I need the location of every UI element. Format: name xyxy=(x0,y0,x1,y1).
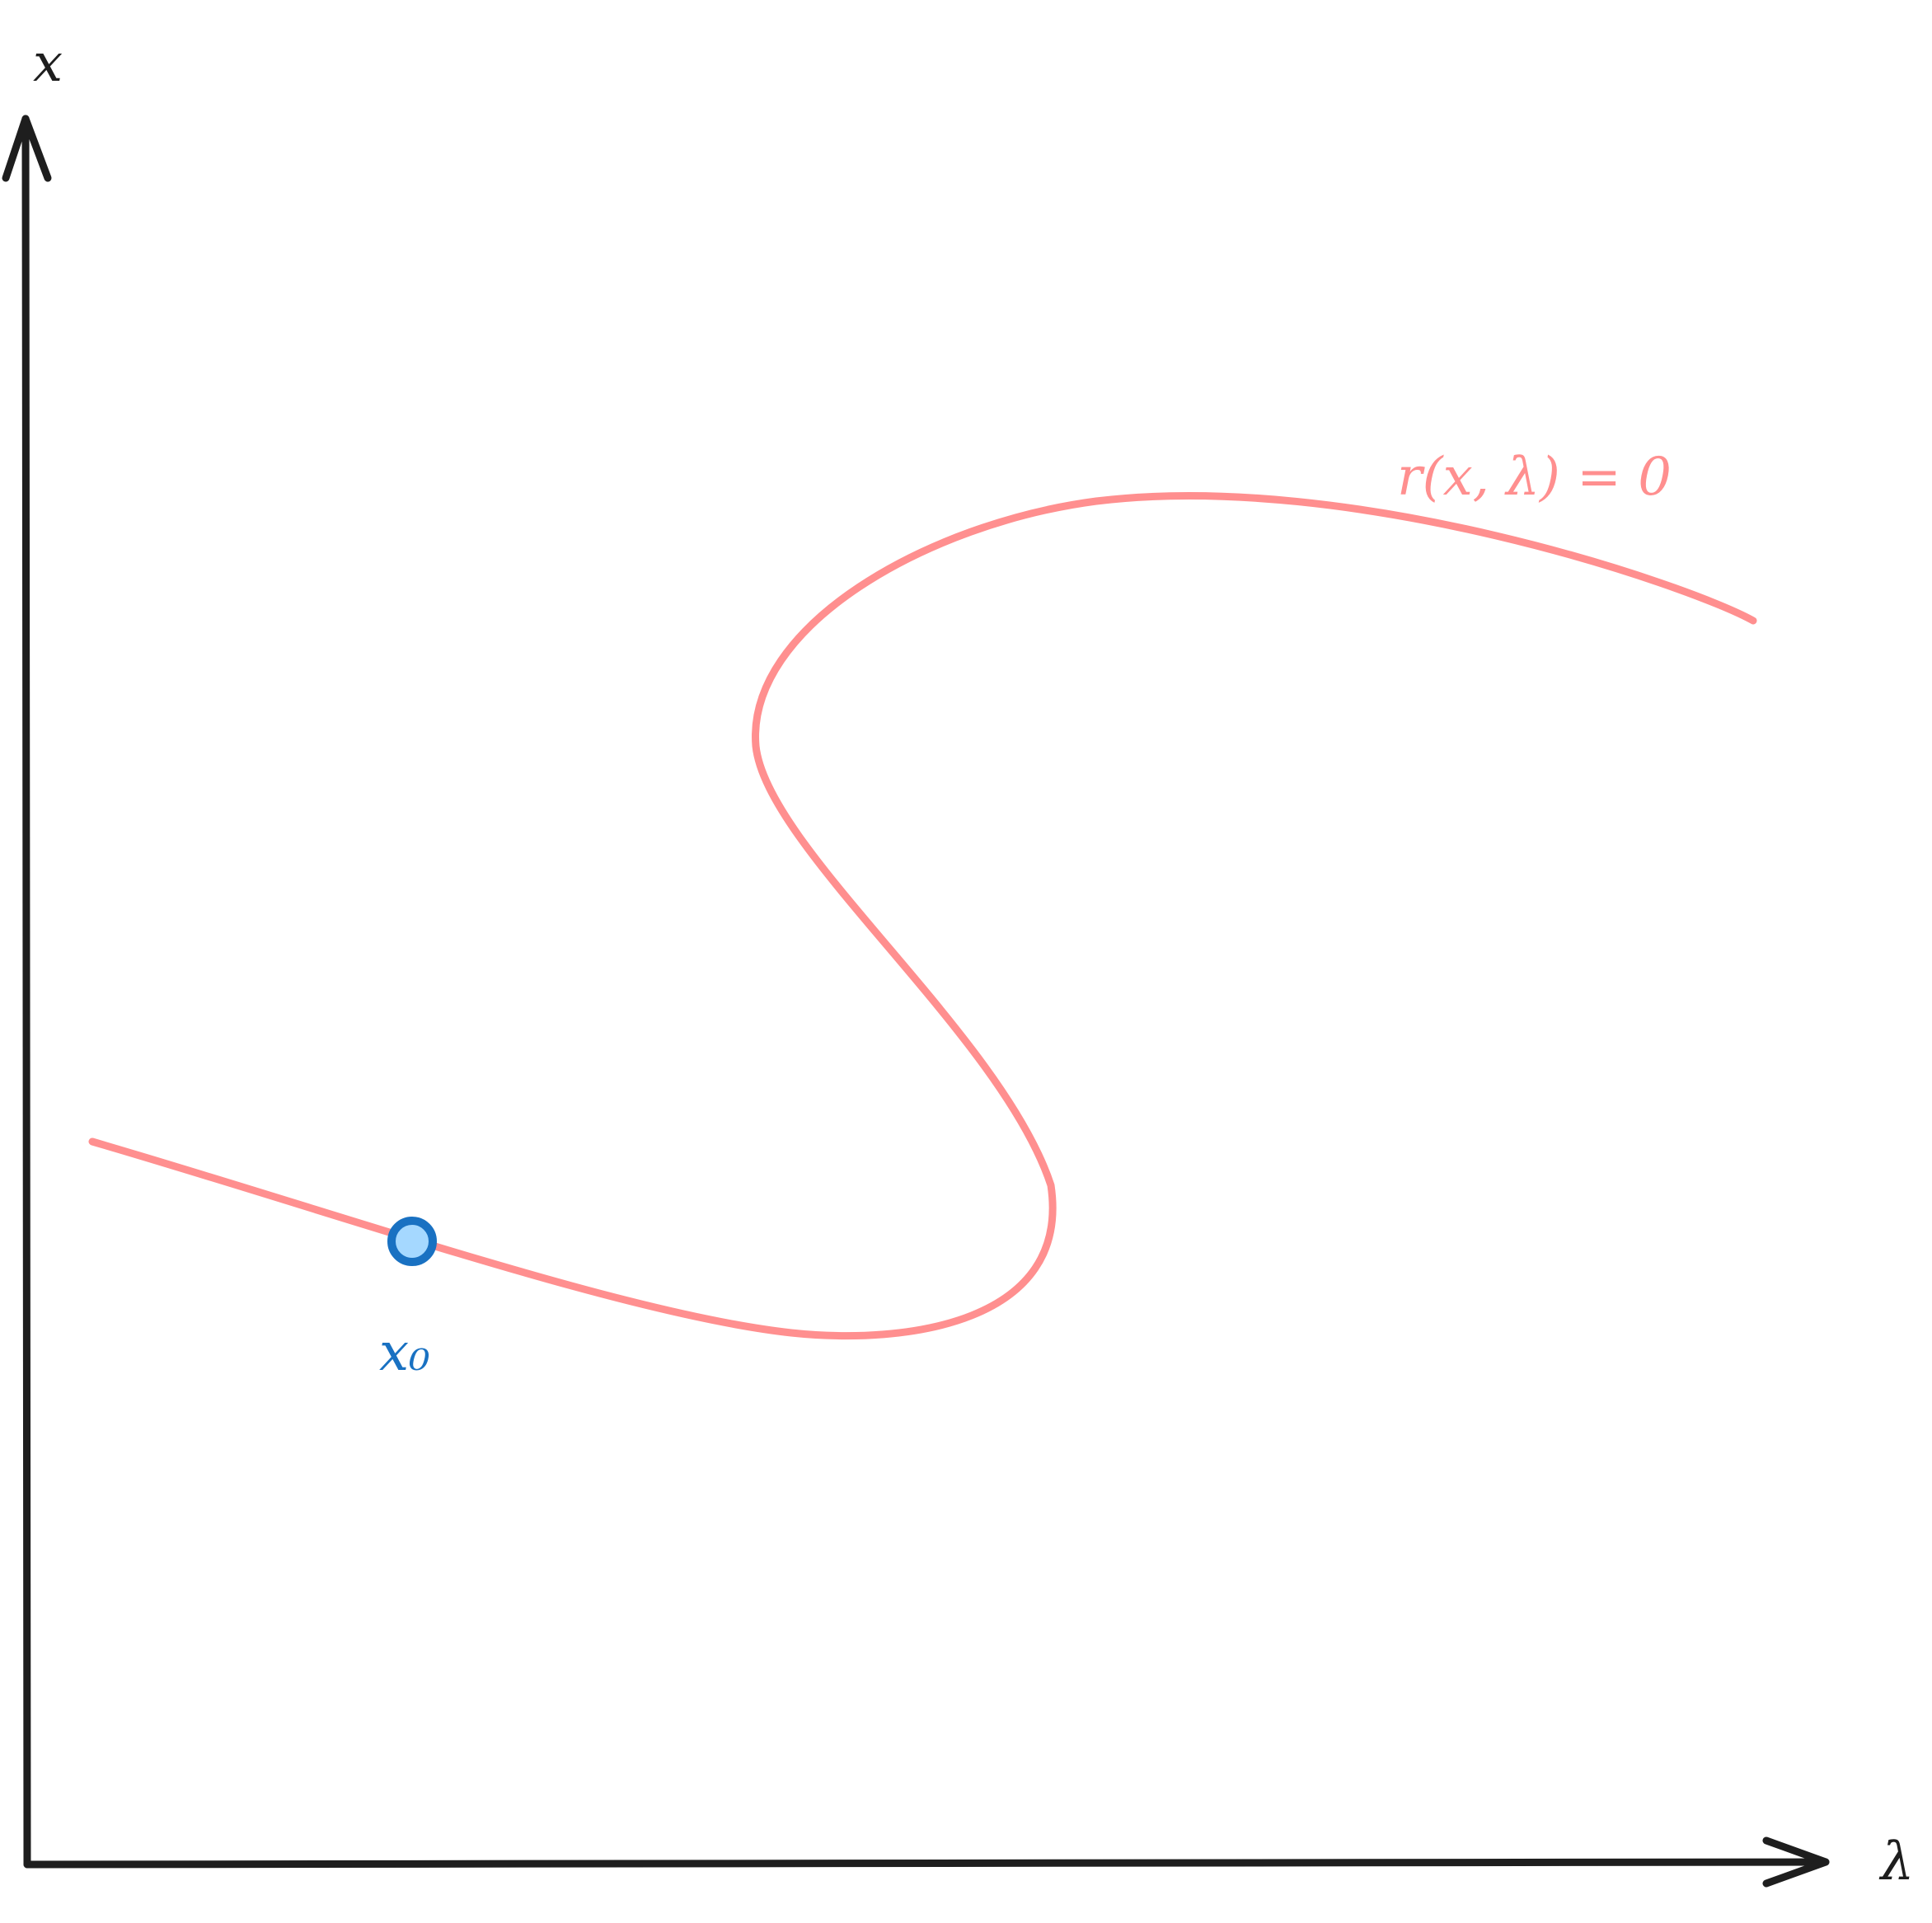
initial-point-label: x₀ xyxy=(379,1322,430,1383)
x-axis-label: λ xyxy=(1878,1832,1915,1893)
curve-label: r(x, λ) = 0 xyxy=(1397,447,1672,508)
x-axis-line xyxy=(23,1858,1830,1869)
solution-curve xyxy=(88,492,1757,1340)
y-axis-line xyxy=(21,115,31,1869)
y-axis-label: x xyxy=(33,33,63,94)
initial-point-marker xyxy=(387,1217,437,1266)
y-axis-arrowhead xyxy=(2,115,52,182)
x-axis-arrowhead xyxy=(1762,1836,1830,1888)
